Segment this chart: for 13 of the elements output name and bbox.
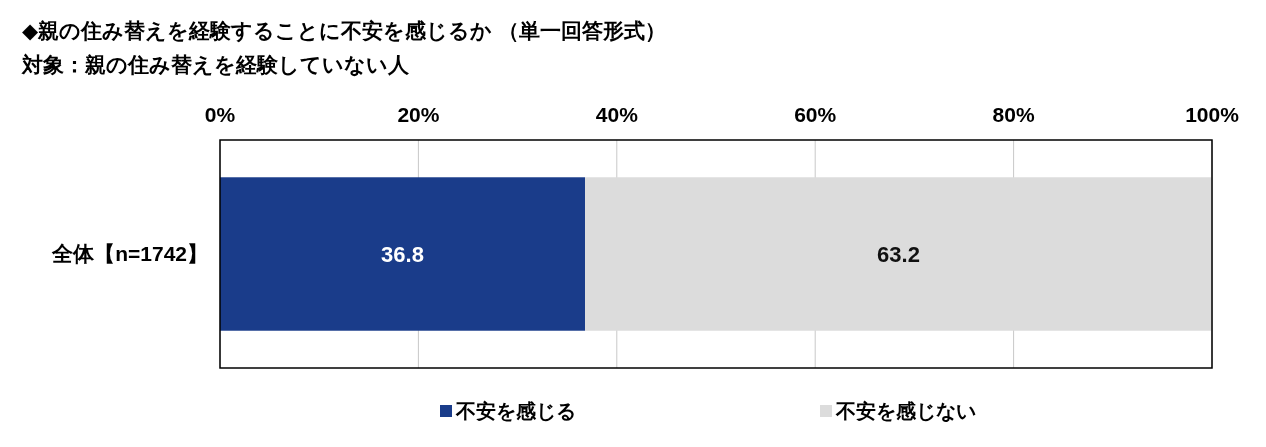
legend-label: 不安を感じない xyxy=(835,400,976,422)
data-label: 36.8 xyxy=(381,241,424,267)
chart-subtitle: 対象：親の住み替えを経験していない人 xyxy=(21,53,410,77)
x-tick-label: 40% xyxy=(595,103,639,126)
x-tick-label: 80% xyxy=(992,103,1035,126)
legend-label: 不安を感じる xyxy=(455,400,576,422)
x-tick-label: 100% xyxy=(1185,103,1240,126)
x-tick-label: 20% xyxy=(397,103,440,126)
x-tick-label: 60% xyxy=(794,103,837,126)
x-tick-label: 0% xyxy=(204,103,236,126)
chart-title: ◆親の住み替えを経験することに不安を感じるか （単一回答形式） xyxy=(22,19,666,43)
y-tick-label: 全体【n=1742】 xyxy=(51,242,208,266)
data-label: 63.2 xyxy=(877,241,920,267)
